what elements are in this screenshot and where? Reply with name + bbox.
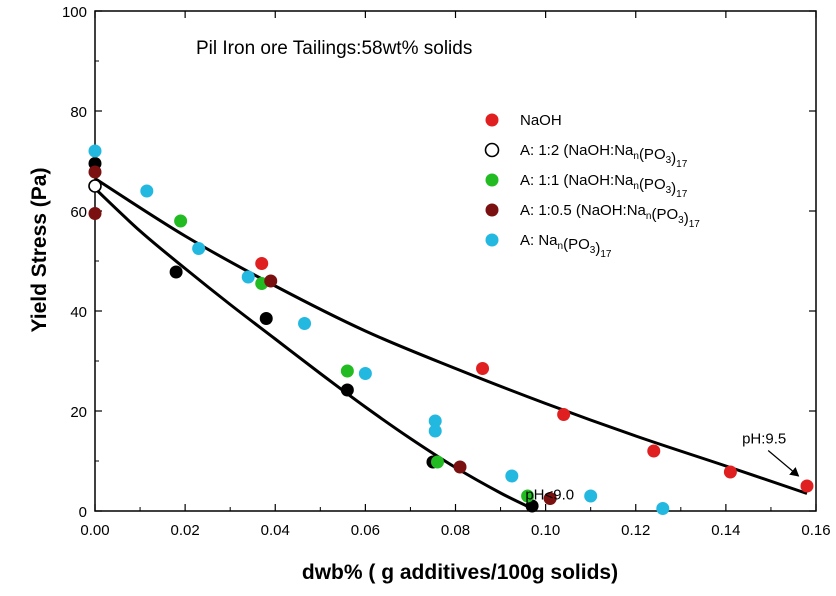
- data-point: [88, 207, 102, 220]
- data-point: [800, 479, 814, 493]
- annotation-ph-high: pH:9.5: [742, 431, 786, 448]
- legend-marker: [485, 173, 499, 187]
- data-point: [259, 312, 273, 325]
- y-tick-label: 40: [70, 304, 87, 321]
- data-point: [174, 214, 188, 228]
- data-point: [88, 165, 102, 179]
- data-point: [656, 502, 670, 515]
- chart-title: Pil Iron ore Tailings:58wt% solids: [196, 38, 472, 59]
- x-tick-label: 0.10: [531, 522, 560, 539]
- y-tick-label: 80: [70, 104, 87, 121]
- legend-label: A: 1:2 (NaOH:Nan(PO3)17: [520, 142, 688, 170]
- x-tick-label: 0.02: [171, 522, 200, 539]
- annotations: pH:9.5 pH<9.0: [525, 431, 800, 504]
- x-tick-label: 0.16: [801, 522, 830, 539]
- data-point: [430, 455, 444, 469]
- y-axis-label: Yield Stress (Pa): [28, 168, 51, 333]
- data-point: [358, 367, 372, 380]
- legend-marker: [485, 233, 499, 247]
- legend-label: A: Nan(PO3)17: [520, 232, 612, 260]
- y-tick-label: 100: [62, 4, 87, 21]
- y-tick-label: 60: [70, 204, 87, 221]
- data-point: [192, 242, 206, 255]
- data-point: [428, 424, 442, 438]
- x-tick-label: 0.12: [621, 522, 650, 539]
- y-tick-label: 0: [79, 504, 87, 521]
- annotation-ph-low: pH<9.0: [525, 487, 574, 504]
- legend-marker: [484, 142, 500, 158]
- data-point: [557, 408, 571, 421]
- data-point: [241, 270, 255, 284]
- data-point: [340, 383, 354, 397]
- legend-label: A: 1:1 (NaOH:Nan(PO3)17: [520, 172, 688, 200]
- y-axis: 0 20 40 60 80 100: [62, 4, 816, 521]
- fit-curve-line: [93, 187, 533, 510]
- data-point: [723, 465, 737, 479]
- x-tick-label: 0.04: [261, 522, 290, 539]
- data-point: [525, 499, 539, 513]
- x-tick-label: 0.06: [351, 522, 380, 539]
- legend-marker: [485, 203, 499, 217]
- data-point: [584, 489, 598, 503]
- x-axis: 0.00 0.02 0.04 0.06 0.08 0.10 0.12 0.14 0.16: [80, 11, 831, 539]
- data-point: [505, 469, 519, 483]
- data-point: [340, 364, 354, 378]
- x-tick-label: 0.08: [441, 522, 470, 539]
- data-point: [264, 274, 278, 288]
- legend: NaOH A: 1:2 (NaOH:Nan(PO3)17A: 1:1 (NaOH:…: [484, 112, 700, 260]
- data-point: [428, 414, 442, 428]
- data-point: [255, 257, 269, 270]
- legend-marker: [485, 113, 499, 127]
- annotation-arrow: [767, 450, 800, 477]
- data-point: [453, 460, 467, 474]
- legend-label: A: 1:0.5 (NaOH:Nan(PO3)17: [520, 202, 700, 230]
- fit-curve-line: [94, 177, 808, 495]
- legend-label: NaOH: [520, 112, 562, 129]
- data-point: [647, 444, 661, 458]
- data-point: [476, 362, 490, 375]
- y-tick-label: 20: [70, 404, 87, 421]
- data-point: [169, 265, 183, 279]
- x-tick-label: 0.00: [80, 522, 109, 539]
- data-points: [88, 144, 814, 515]
- data-point: [140, 184, 154, 198]
- fit-curves: [93, 177, 808, 510]
- data-point-open: [88, 179, 102, 193]
- data-point: [543, 492, 557, 505]
- x-axis-label: dwb% ( g additives/100g solids): [302, 561, 618, 584]
- data-point: [521, 489, 535, 503]
- data-point: [88, 144, 102, 158]
- x-tick-label: 0.14: [711, 522, 740, 539]
- data-point: [298, 317, 312, 330]
